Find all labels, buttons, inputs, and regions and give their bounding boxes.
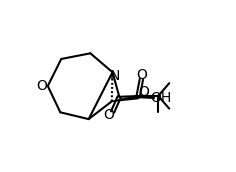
- Polygon shape: [112, 96, 138, 101]
- Text: O: O: [136, 68, 147, 82]
- Text: OH: OH: [151, 91, 172, 105]
- Text: O: O: [103, 108, 114, 122]
- Text: O: O: [36, 79, 47, 93]
- Text: N: N: [110, 69, 120, 83]
- Text: O: O: [138, 85, 149, 99]
